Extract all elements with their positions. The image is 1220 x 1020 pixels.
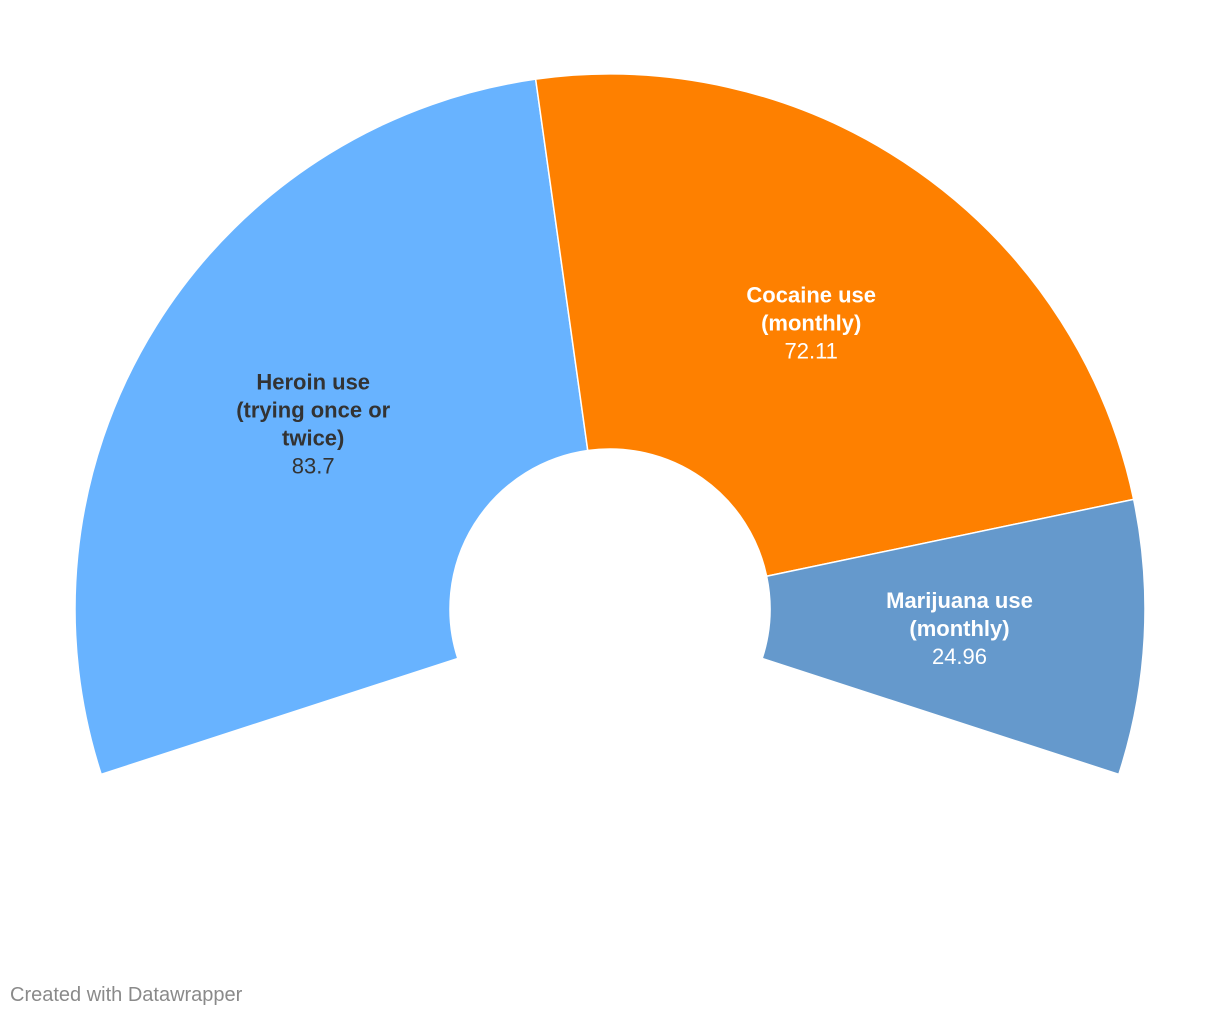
slice-label-2-line-1: (monthly) <box>909 616 1009 641</box>
slice-label-0-line-0: Heroin use <box>256 369 370 394</box>
slices <box>74 73 1146 776</box>
slice-labels: Heroin use (trying once or twice) 83.7 Cocai… <box>236 283 1033 669</box>
slice-0 <box>74 78 589 776</box>
slice-label-0-line-1: (trying once or <box>236 397 390 422</box>
slice-label-1-line-0: Cocaine use <box>746 283 876 308</box>
slice-label-0-line-2: twice) <box>282 425 344 450</box>
slice-label-1-line-1: (monthly) <box>761 311 861 336</box>
slice-value-1: 72.11 <box>785 339 838 364</box>
slice-value-2: 24.96 <box>932 644 987 669</box>
slice-label-2-line-0: Marijuana use <box>886 588 1033 613</box>
slice-2 <box>761 498 1146 776</box>
footer-credit: Created with Datawrapper <box>10 984 243 1006</box>
slice-value-0: 83.7 <box>292 453 335 478</box>
slice-1 <box>534 73 1135 578</box>
